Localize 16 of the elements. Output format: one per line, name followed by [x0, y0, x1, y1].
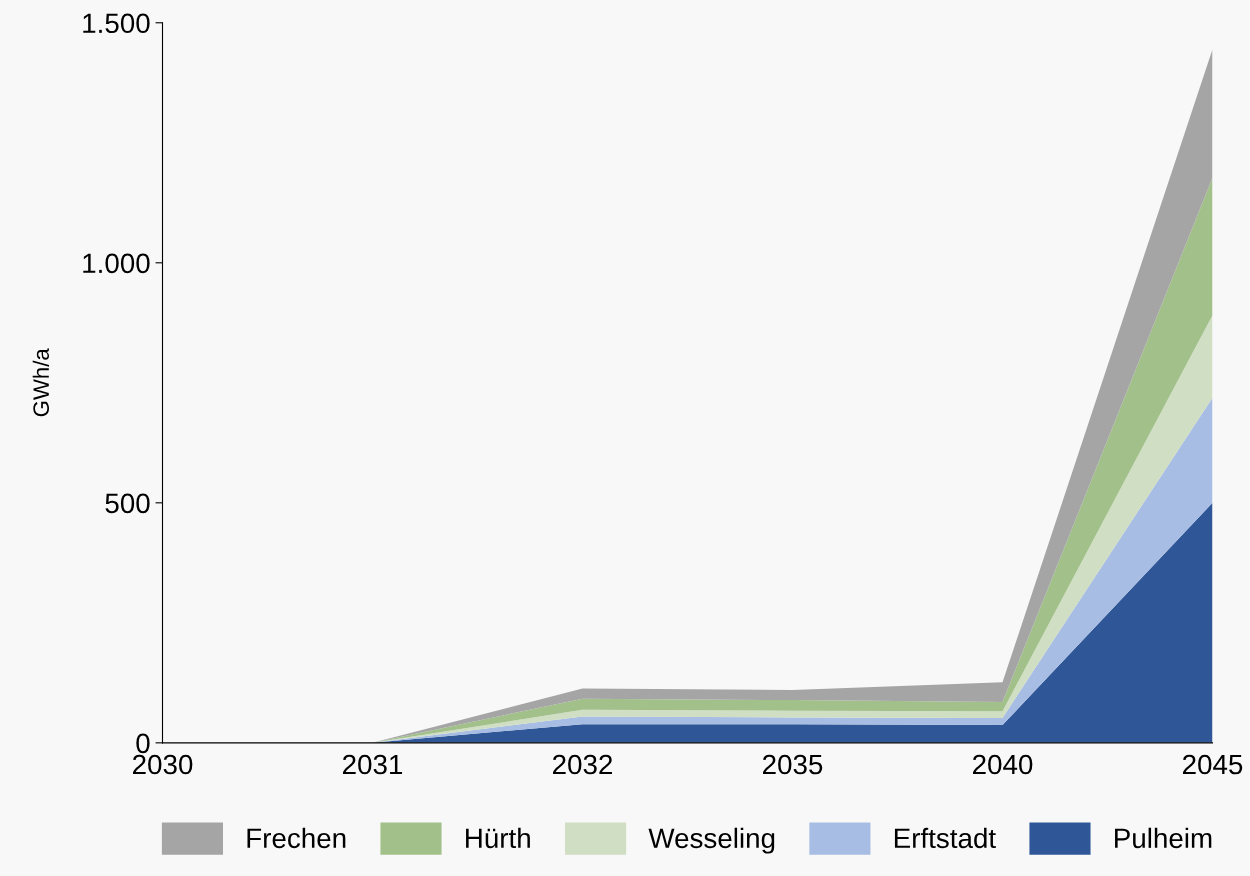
legend-label: Frechen: [247, 827, 346, 849]
x-tick-label: 2032: [553, 754, 613, 775]
x-tick-label: 2030: [133, 754, 193, 775]
y-axis-title: GWh/a: [32, 348, 50, 417]
x-tick-label: 2031: [343, 754, 403, 775]
y-tick-label: 0: [136, 733, 150, 754]
legend-label: Wesseling: [648, 827, 775, 854]
legend-label: Pulheim: [1115, 827, 1212, 849]
y-tick-label: 1.000: [83, 253, 150, 274]
x-tick-label: 2045: [1183, 754, 1243, 775]
x-tick-label: 2035: [763, 754, 823, 775]
legend-label: Erftstadt: [894, 827, 996, 849]
y-tick-label: 500: [105, 493, 150, 514]
x-tick-label: 2040: [973, 754, 1033, 775]
y-tick-label: 1.500: [83, 13, 150, 34]
legend-label: Hürth: [466, 827, 530, 849]
